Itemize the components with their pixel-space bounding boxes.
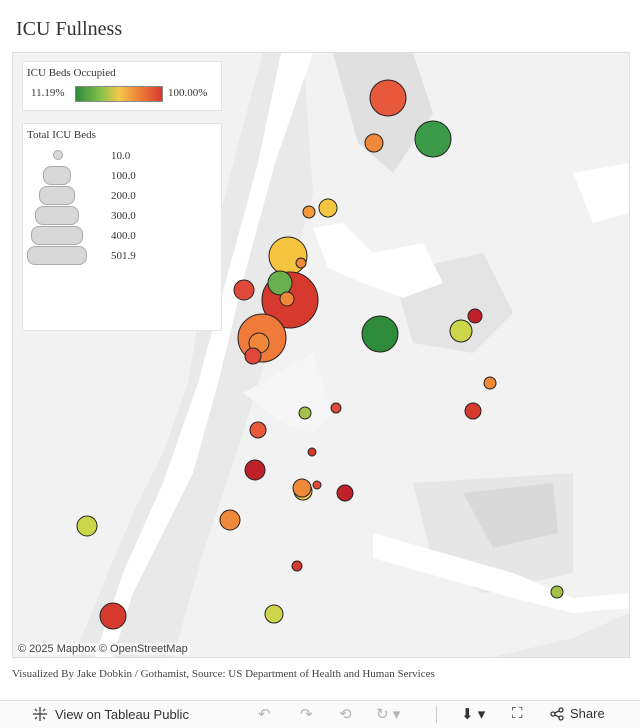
map-marker[interactable] <box>233 279 255 301</box>
size-sample <box>39 186 75 205</box>
map-marker[interactable] <box>295 257 307 269</box>
size-legend-row: 501.9 <box>23 246 221 266</box>
color-legend: ICU Beds Occupied 11.19% 100.00% <box>22 61 222 111</box>
share-icon <box>550 706 564 721</box>
page-title: ICU Fullness <box>16 18 123 40</box>
map-marker[interactable] <box>244 459 266 481</box>
map-marker[interactable] <box>268 236 308 276</box>
map-attribution[interactable]: © 2025 Mapbox © OpenStreetMap <box>16 643 190 655</box>
size-legend-row: 400.0 <box>23 226 221 246</box>
revert-icon[interactable]: ⟲ <box>339 706 352 723</box>
size-sample <box>43 166 71 185</box>
share-button[interactable]: Share <box>550 706 605 721</box>
view-on-tableau-label: View on Tableau Public <box>55 706 189 722</box>
size-legend-title: Total ICU Beds <box>27 129 96 141</box>
size-legend-row: 200.0 <box>23 186 221 206</box>
map-marker[interactable] <box>302 205 316 219</box>
undo-icon[interactable]: ↶ <box>258 706 271 723</box>
map-marker[interactable] <box>249 421 267 439</box>
map-marker[interactable] <box>267 270 293 296</box>
map-marker[interactable] <box>318 198 338 218</box>
map-marker[interactable] <box>369 79 407 117</box>
map-marker[interactable] <box>464 402 482 420</box>
map-marker[interactable] <box>76 515 98 537</box>
map-marker[interactable] <box>292 478 312 498</box>
color-legend-min: 11.19% <box>31 87 65 99</box>
size-sample <box>35 206 79 225</box>
size-legend: Total ICU Beds 10.0 100.0 200.0 300.0 40… <box>22 123 222 331</box>
map-marker[interactable] <box>244 347 262 365</box>
map-marker[interactable] <box>361 315 399 353</box>
map-marker[interactable] <box>449 319 473 343</box>
map-marker[interactable] <box>483 376 497 390</box>
map-marker[interactable] <box>307 447 317 457</box>
size-legend-label: 300.0 <box>111 210 136 222</box>
map-marker[interactable] <box>336 484 354 502</box>
redo-icon[interactable]: ↷ <box>300 706 313 723</box>
color-legend-max: 100.00% <box>168 87 208 99</box>
size-legend-label: 10.0 <box>111 150 131 162</box>
size-legend-label: 100.0 <box>111 170 136 182</box>
map-marker[interactable] <box>550 585 564 599</box>
map-marker[interactable] <box>219 509 241 531</box>
map-markers <box>76 79 564 630</box>
color-legend-title: ICU Beds Occupied <box>27 67 116 79</box>
download-icon[interactable]: ⬇ ▾ <box>461 706 486 723</box>
share-label: Share <box>570 706 605 721</box>
tableau-toolbar: View on Tableau Public ↶ ↷ ⟲ ↻ ▾ ⬇ ▾ ⛶ S… <box>0 700 640 728</box>
map-marker[interactable] <box>312 480 322 490</box>
map-marker[interactable] <box>467 308 483 324</box>
map-marker[interactable] <box>264 604 284 624</box>
source-caption: Visualized By Jake Dobkin / Gothamist, S… <box>12 668 435 680</box>
size-legend-label: 400.0 <box>111 230 136 242</box>
map-view[interactable]: ICU Beds Occupied 11.19% 100.00% Total I… <box>12 52 630 658</box>
refresh-icon[interactable]: ↻ ▾ <box>376 706 401 723</box>
size-legend-label: 501.9 <box>111 250 136 262</box>
color-gradient-bar <box>75 86 163 102</box>
size-legend-row: 10.0 <box>23 148 221 168</box>
size-legend-label: 200.0 <box>111 190 136 202</box>
toolbar-divider <box>436 706 437 723</box>
size-legend-row: 100.0 <box>23 166 221 186</box>
map-marker[interactable] <box>298 406 312 420</box>
map-marker[interactable] <box>279 291 295 307</box>
size-sample <box>31 226 83 245</box>
size-sample <box>27 246 87 265</box>
fullscreen-icon[interactable]: ⛶ <box>512 705 523 722</box>
tableau-logo-icon <box>33 707 47 721</box>
size-legend-row: 300.0 <box>23 206 221 226</box>
size-sample <box>53 150 63 160</box>
map-marker[interactable] <box>414 120 452 158</box>
map-marker[interactable] <box>99 602 127 630</box>
map-marker[interactable] <box>364 133 384 153</box>
view-on-tableau-button[interactable]: View on Tableau Public <box>32 706 189 722</box>
map-marker[interactable] <box>330 402 342 414</box>
map-marker[interactable] <box>291 560 303 572</box>
